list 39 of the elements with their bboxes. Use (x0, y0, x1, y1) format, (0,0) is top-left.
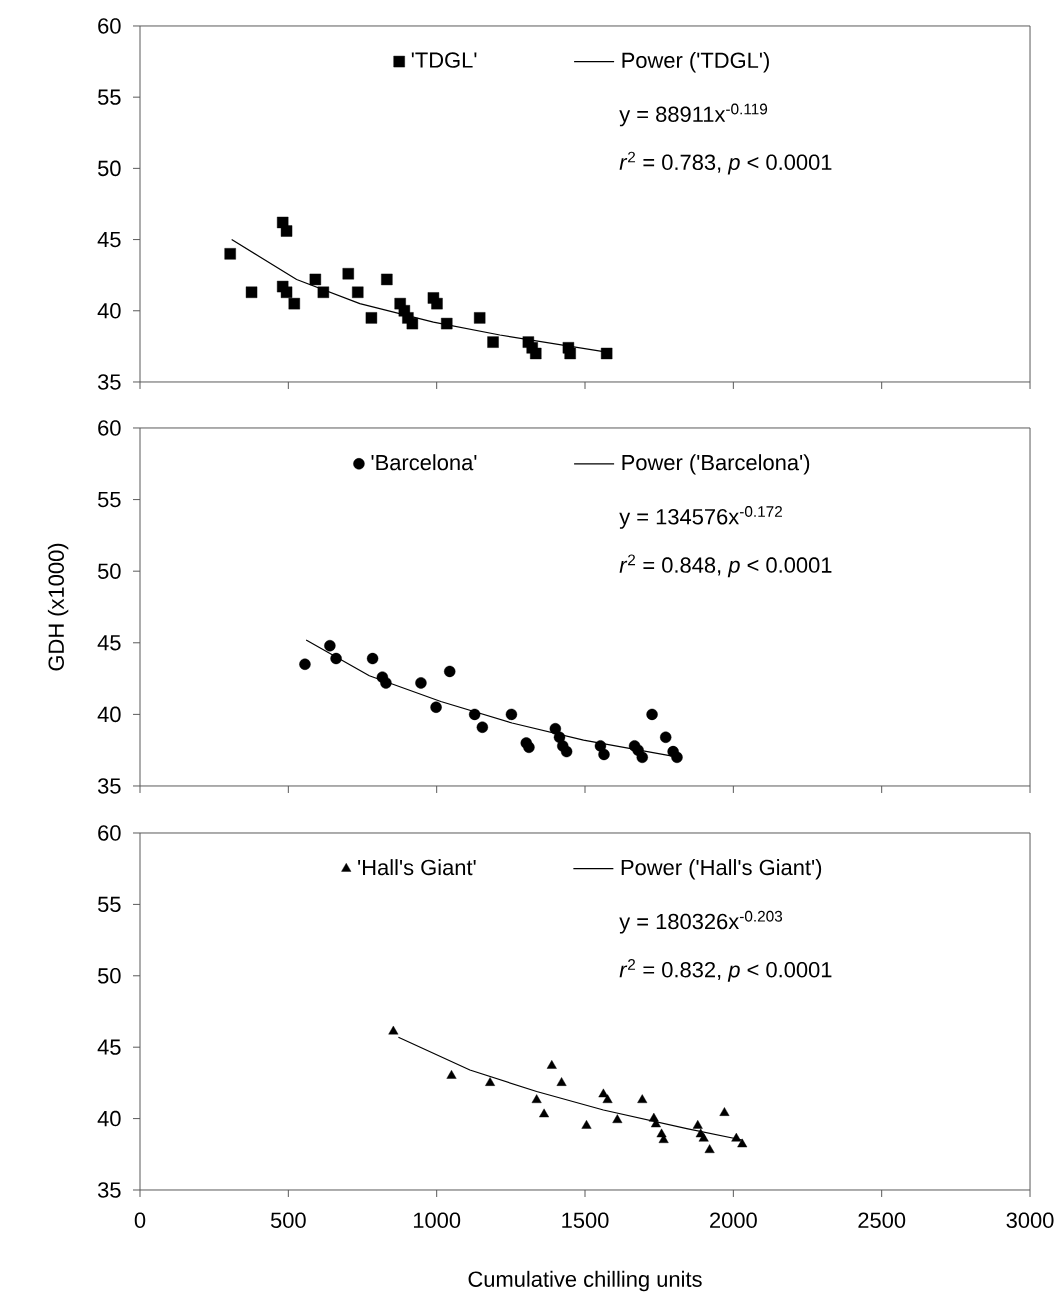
y-tick-label: 35 (97, 374, 121, 390)
legend-label: Power ('Hall's Giant') (621, 859, 822, 880)
y-tick-label: 50 (97, 968, 121, 984)
y-tick-label: 35 (97, 778, 121, 794)
x-tick-label: 1000 (413, 1212, 461, 1229)
y-tick-label: 45 (97, 1039, 121, 1055)
annotation: r$^{2}$ = 0.848, p < 0.0001 (619, 554, 832, 578)
y-tick-label: 50 (97, 160, 121, 177)
y-tick-label: 40 (97, 1110, 121, 1127)
y-tick-label: 40 (97, 303, 121, 319)
annotation: r$^{2}$ = 0.783, p < 0.0001 (619, 151, 832, 175)
y-tick-label: 60 (98, 420, 121, 436)
y-tick-label: 50 (97, 563, 121, 579)
y-tick-label: 60 (98, 825, 121, 841)
y-tick-label: 60 (98, 18, 121, 34)
legend-label: Power ('Barcelona') (622, 454, 810, 475)
annotation: y = 134576x$^{-0.172}$ (619, 506, 782, 529)
legend-label: Power ('TDGL') (622, 51, 769, 73)
annotation: y = 88911x$^{-0.119}$ (619, 103, 768, 127)
x-tick-label: 3000 (1006, 1212, 1054, 1229)
x-tick-label: 2500 (858, 1212, 906, 1229)
y-tick-label: 55 (97, 89, 121, 105)
x-axis-title: Cumulative chilling units (468, 1270, 702, 1292)
x-tick-label: 1500 (562, 1212, 609, 1229)
y-tick-label: 35 (97, 1182, 121, 1198)
y-tick-label: 55 (97, 491, 121, 508)
y-tick-label: 55 (97, 896, 121, 913)
legend-label: 'Barcelona' (371, 454, 477, 471)
y-tick-label: 45 (97, 231, 121, 248)
y-tick-label: 40 (97, 706, 121, 723)
x-tick-label: 0 (134, 1212, 146, 1229)
annotation: r$^{2}$ = 0.832, p < 0.0001 (619, 959, 832, 982)
annotation: y = 180326x$^{-0.203}$ (619, 910, 783, 934)
x-tick-label: 500 (270, 1212, 306, 1229)
y-tick-label: 45 (97, 635, 121, 651)
x-tick-label: 2000 (710, 1212, 757, 1229)
legend-label: 'TDGL' (411, 52, 477, 68)
legend-label: 'Hall's Giant' (358, 859, 476, 876)
y-axis-title: GDH (x1000) (47, 543, 69, 671)
